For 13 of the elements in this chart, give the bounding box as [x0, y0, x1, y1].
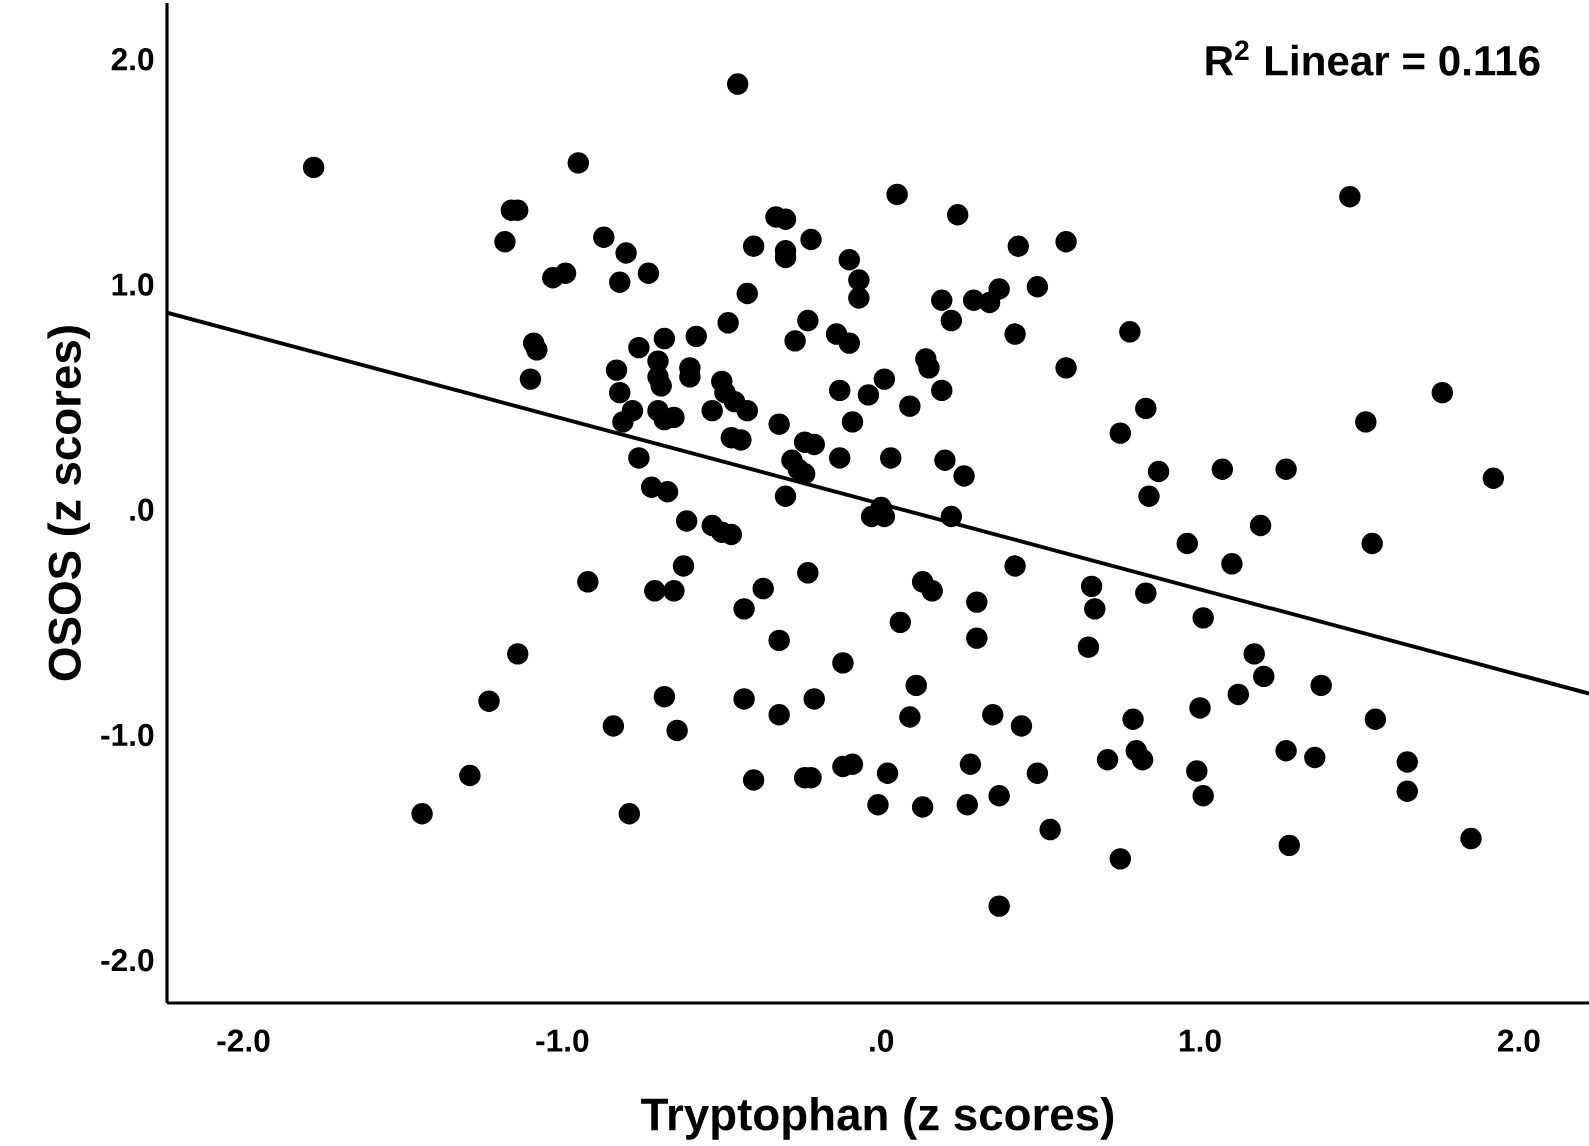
x-tick-label: 1.0	[1180, 1029, 1221, 1052]
annotation: R$^{2}$ Linear = 0.116	[1206, 40, 1540, 76]
x-axis-title: Tryptophan (z scores)	[641, 1097, 1114, 1140]
y-axis-title: OSOS (z scores)	[47, 326, 90, 681]
x-tick-label: 2.0	[1497, 1029, 1540, 1052]
x-tick-label: .0	[870, 1029, 894, 1052]
y-tick-label: .0	[130, 498, 154, 521]
y-tick-label: -2.0	[101, 948, 154, 972]
y-tick-label: -1.0	[101, 723, 154, 747]
x-tick-label: -1.0	[536, 1029, 589, 1052]
x-tick-label: -2.0	[217, 1029, 270, 1052]
y-tick-label: 2.0	[111, 48, 154, 71]
y-tick-label: 1.0	[112, 273, 154, 296]
